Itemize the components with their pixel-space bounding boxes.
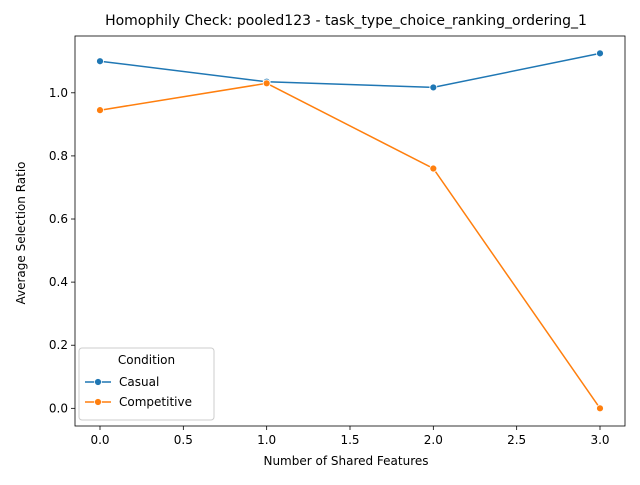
x-axis-label: Number of Shared Features bbox=[263, 454, 428, 468]
legend-marker-casual bbox=[94, 378, 102, 386]
legend-label-competitive: Competitive bbox=[119, 395, 192, 409]
data-point-competitive bbox=[429, 164, 438, 173]
x-tick-label: 0.5 bbox=[174, 433, 193, 447]
y-tick-label: 0.2 bbox=[49, 338, 68, 352]
y-tick-label: 0.8 bbox=[49, 149, 68, 163]
data-point-casual bbox=[596, 49, 604, 58]
x-tick-label: 0.0 bbox=[90, 433, 109, 447]
plot-area: 0.0 0.5 1.0 1.5 2.0 2.5 3.0 0.0 0.2 0.4 0.6 0.8 1.0 bbox=[49, 35, 626, 447]
data-point-casual bbox=[96, 57, 104, 66]
x-tick-label: 3.0 bbox=[590, 433, 609, 447]
data-point-competitive bbox=[596, 404, 604, 413]
y-tick-label: 0.6 bbox=[49, 212, 68, 226]
x-tick-label: 1.0 bbox=[257, 433, 276, 447]
data-point-casual bbox=[429, 83, 438, 92]
y-tick-label: 1.0 bbox=[49, 86, 68, 100]
legend-box bbox=[78, 347, 215, 421]
legend-title: Condition bbox=[118, 353, 175, 367]
y-axis-label: Average Selection Ratio bbox=[14, 161, 28, 304]
x-tick-label: 2.0 bbox=[424, 433, 443, 447]
series-line-competitive bbox=[99, 82, 601, 409]
legend-marker-competitive bbox=[94, 398, 102, 406]
y-tick-label: 0.0 bbox=[49, 401, 68, 415]
x-tick-label: 2.5 bbox=[507, 433, 526, 447]
series-line-casual bbox=[99, 52, 601, 89]
data-point-competitive bbox=[262, 79, 271, 88]
x-tick-label: 1.5 bbox=[340, 433, 359, 447]
chart-title: Homophily Check: pooled123 - task_type_c… bbox=[105, 13, 587, 29]
legend: Condition Casual Competitive bbox=[78, 347, 215, 421]
data-point-competitive bbox=[96, 106, 104, 115]
legend-label-casual: Casual bbox=[119, 375, 159, 389]
y-tick-label: 0.4 bbox=[49, 275, 68, 289]
